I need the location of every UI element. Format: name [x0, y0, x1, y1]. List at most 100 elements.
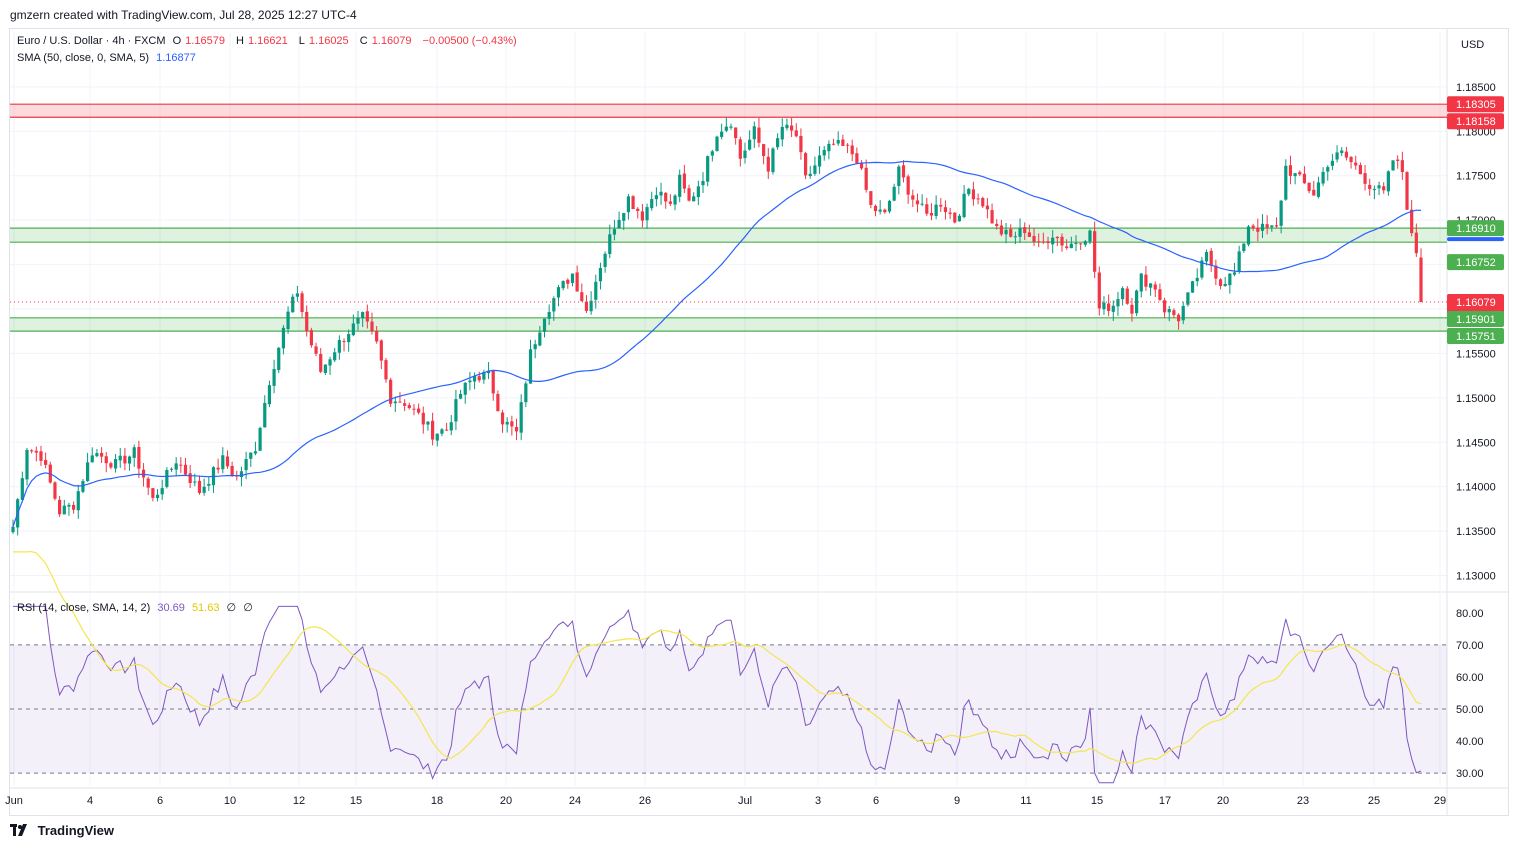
candle-body	[1256, 227, 1260, 232]
ohlc-open: O 1.16579	[172, 35, 225, 47]
candle-body	[1102, 302, 1106, 310]
candle-body	[710, 151, 714, 156]
candle-body	[505, 421, 509, 425]
candle-body	[957, 215, 962, 222]
candle-body	[197, 480, 202, 493]
time-tick-label: 20	[1217, 795, 1229, 807]
tradingview-footer[interactable]: TradingView	[10, 823, 114, 839]
candle-body	[757, 127, 761, 143]
candle-body	[580, 292, 584, 302]
candle-body	[435, 433, 439, 441]
candle-body	[934, 204, 938, 216]
candle-body	[1349, 156, 1353, 163]
candle-body	[291, 296, 295, 313]
candle-body	[999, 225, 1003, 235]
candle-body	[780, 126, 784, 140]
candle-body	[822, 149, 826, 156]
candle-body	[216, 467, 220, 470]
main-legend: Euro / U.S. Dollar · 4h · FXCM O 1.16579 …	[17, 35, 521, 47]
candle-body	[1195, 277, 1199, 282]
candle-body	[845, 144, 850, 146]
price-tick-label: 1.15500	[1456, 348, 1496, 360]
candle-body	[109, 463, 113, 468]
symbol-name[interactable]: Euro / U.S. Dollar · 4h · FXCM	[17, 35, 166, 47]
price-label-text: 1.15901	[1456, 314, 1496, 326]
candle-body	[113, 459, 118, 469]
candle-body	[305, 311, 309, 332]
price-label-bg	[1447, 96, 1504, 113]
currency-label[interactable]: USD	[1461, 39, 1485, 51]
candle-body	[221, 455, 225, 470]
candle-body	[682, 173, 686, 189]
candle-body	[300, 293, 304, 312]
candle-body	[267, 385, 272, 405]
time-tick-label: 26	[639, 795, 651, 807]
candle-body	[869, 191, 873, 205]
candle-body	[1037, 241, 1041, 243]
candle-body	[1270, 225, 1274, 228]
rsi-tick-label: 50.00	[1456, 704, 1484, 716]
candle-body	[319, 354, 323, 372]
zone-support-upper	[10, 228, 1447, 243]
candle-body	[1125, 288, 1129, 304]
candle-body	[659, 191, 663, 196]
sma-label[interactable]: SMA (50, close, 0, SMA, 5)	[17, 52, 150, 64]
candle-body	[20, 478, 24, 500]
price-label-bg	[1447, 237, 1504, 242]
candle-body	[1279, 200, 1283, 226]
candle-body	[1405, 172, 1409, 210]
candle-body	[1130, 304, 1134, 314]
candle-body	[1172, 310, 1176, 316]
candle-body	[141, 469, 146, 478]
candle-body	[859, 162, 864, 169]
candle-body	[1391, 160, 1395, 171]
candle-body	[552, 298, 556, 312]
candle-body	[617, 219, 621, 229]
candle-body	[1228, 273, 1232, 286]
candle-body	[1088, 230, 1092, 242]
time-tick-label: 20	[500, 795, 512, 807]
price-tick-label: 1.18000	[1456, 126, 1496, 138]
candle-body	[766, 156, 770, 172]
candle-body	[375, 331, 379, 342]
candle-body	[244, 459, 248, 471]
candle-body	[263, 402, 267, 428]
candle-body	[887, 200, 892, 212]
candle-body	[794, 130, 798, 137]
candle-body	[449, 422, 453, 431]
candle-body	[1232, 272, 1237, 275]
candle-body	[174, 463, 178, 470]
price-label-bg	[1447, 254, 1504, 271]
candle-body	[314, 346, 318, 354]
candle-body	[971, 189, 976, 200]
candle-body	[188, 473, 192, 484]
candle-body	[1335, 152, 1339, 160]
candle-body	[85, 462, 90, 482]
rsi-ma-line	[13, 550, 1422, 764]
candle-body	[1032, 236, 1036, 242]
candle-body	[34, 450, 38, 453]
candle-body	[584, 301, 589, 311]
candle-body	[1027, 232, 1031, 237]
candle-body	[1069, 243, 1073, 249]
rsi-tick-label: 70.00	[1456, 640, 1484, 652]
candles[interactable]	[11, 117, 1423, 536]
candle-body	[1176, 314, 1181, 322]
candle-body	[608, 234, 612, 255]
price-tick-label: 1.13500	[1456, 526, 1496, 538]
candle-body	[673, 195, 677, 205]
price-tick-label: 1.14000	[1456, 482, 1496, 494]
candle-body	[925, 204, 929, 214]
candle-body	[1358, 165, 1362, 175]
candle-body	[738, 139, 742, 159]
sma-legend: SMA (50, close, 0, SMA, 5) 1.16877	[17, 52, 200, 64]
rsi-label[interactable]: RSI (14, close, SMA, 14, 2)	[17, 602, 151, 614]
candle-body	[701, 180, 705, 186]
candle-body	[547, 312, 551, 319]
candle-body	[239, 471, 244, 478]
candle-body	[1400, 160, 1404, 173]
candle-body	[566, 279, 570, 284]
time-tick-label: 15	[350, 795, 362, 807]
candle-body	[724, 126, 728, 131]
